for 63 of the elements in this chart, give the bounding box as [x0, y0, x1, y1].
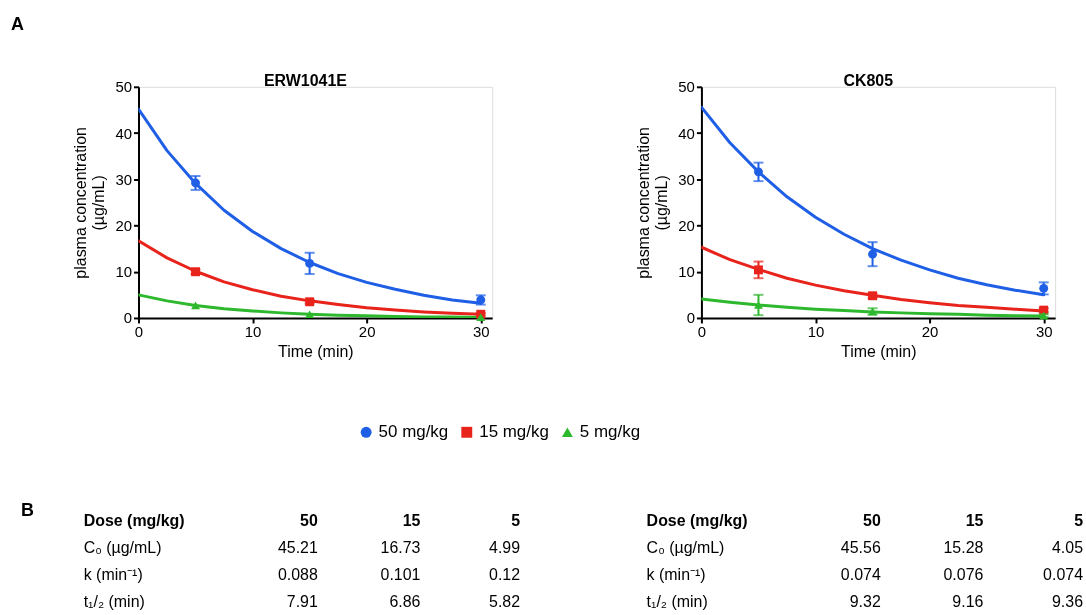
text: 0.074: [1043, 565, 1084, 583]
x-axis-title: Time (min): [840, 343, 917, 361]
text: t₁/₂ (min): [646, 592, 708, 610]
text: 0.088: [277, 565, 318, 583]
y-tick-label: 40: [115, 124, 133, 142]
x-tick-label: 30: [1035, 323, 1053, 341]
y-tick-label: 50: [678, 78, 695, 96]
text: k (min⁻¹): [83, 565, 143, 583]
text: 0.12: [489, 565, 521, 583]
text: 9.32: [849, 592, 881, 610]
text: 5: [1074, 512, 1084, 530]
legend-label: 50 mg/kg: [378, 422, 449, 442]
legend-label: 5 mg/kg: [579, 422, 641, 442]
y-axis-title: plasma concentration (µg/mL): [635, 127, 671, 279]
x-tick-label: 20: [358, 323, 376, 341]
text: 6.86: [389, 592, 421, 610]
text: 50: [863, 512, 881, 530]
x-tick-label: 0: [697, 323, 707, 341]
x-tick-label: 10: [807, 323, 825, 341]
y-axis-title: plasma concentration (µg/mL): [72, 127, 108, 279]
y-tick-label: 0: [686, 309, 695, 327]
y-tick-label: 10: [678, 263, 695, 281]
text: Dose (mg/kg): [83, 512, 185, 530]
text: 15: [965, 512, 984, 530]
legend-label: 15 mg/kg: [479, 422, 549, 442]
text: t₁/₂ (min): [83, 592, 145, 610]
y-tick-label: 30: [678, 170, 695, 188]
text: Dose (mg/kg): [646, 512, 748, 530]
text: 0.076: [943, 565, 984, 583]
y-tick-label: 20: [115, 216, 133, 234]
x-tick-label: 20: [921, 323, 939, 341]
text: 9.16: [952, 592, 984, 610]
y-tick-label: 40: [678, 124, 695, 142]
y-tick-label: 50: [115, 78, 133, 96]
text: 5: [511, 512, 521, 530]
chart-title: CK805: [843, 71, 894, 89]
text: k (min⁻¹): [646, 565, 706, 583]
text: 15: [402, 512, 421, 530]
y-tick-label: 20: [678, 216, 695, 234]
text: 0.074: [840, 565, 881, 583]
x-tick-label: 10: [244, 323, 262, 341]
text: 7.91: [286, 592, 318, 610]
y-tick-label: 0: [123, 309, 133, 327]
chart-title: ERW1041E: [263, 71, 347, 89]
text: 45.21: [277, 539, 318, 557]
text: 9.36: [1051, 592, 1084, 610]
x-tick-label: 0: [134, 323, 144, 341]
text: 15.28: [943, 539, 984, 557]
y-tick-label: 10: [115, 263, 133, 281]
text: C₀ (µg/mL): [646, 539, 725, 557]
text: C₀ (µg/mL): [83, 539, 162, 557]
x-axis-title: Time (min): [278, 343, 354, 361]
text: 5.82: [489, 592, 521, 610]
text: B: [20, 500, 34, 521]
y-tick-label: 30: [115, 170, 133, 188]
x-tick-label: 30: [472, 323, 490, 341]
text: 4.99: [489, 539, 521, 557]
text: 4.05: [1051, 539, 1084, 557]
text: 16.73: [380, 539, 421, 557]
text: 45.56: [840, 539, 881, 557]
text: 50: [300, 512, 318, 530]
text: A: [10, 14, 24, 35]
text: 0.101: [380, 565, 421, 583]
